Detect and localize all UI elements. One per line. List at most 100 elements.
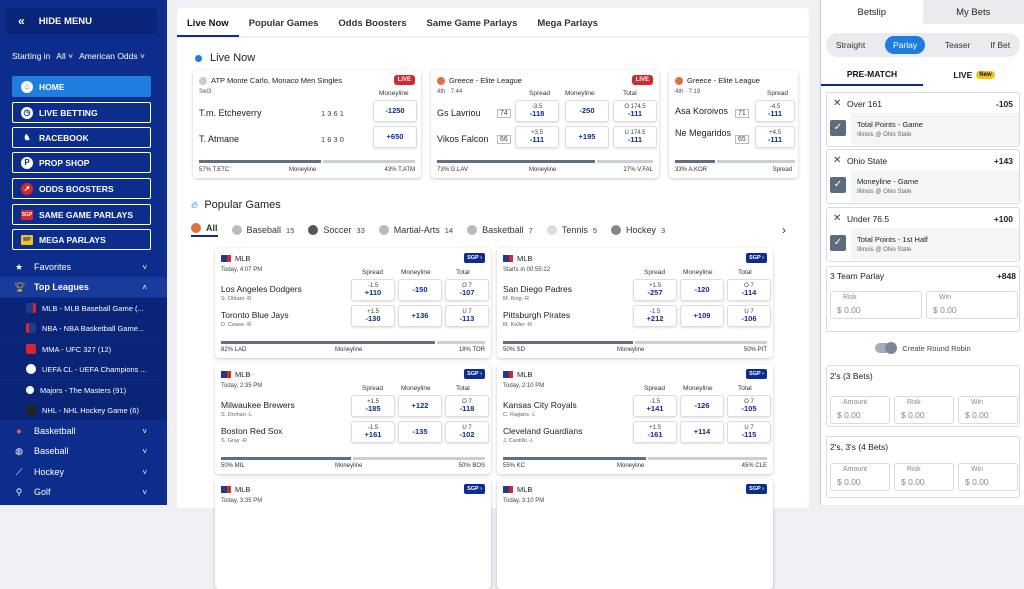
sgp-button[interactable]: SGP ›	[746, 369, 767, 379]
parlay-win-input[interactable]: Win$ 0.00	[926, 291, 1018, 319]
tab-odds-boosters[interactable]: Odds Boosters	[338, 8, 406, 37]
live-card-tennis[interactable]: ATP Monte Carlo, Monaco Men Singles Set3…	[193, 70, 421, 178]
spread-button[interactable]: +1.5-130	[351, 305, 395, 327]
game-card[interactable]: MLB SGP › Today, 3:35 PM	[215, 479, 491, 589]
nav-racebook[interactable]: ♞RACEBOOK	[12, 127, 151, 148]
type-straight[interactable]: Straight	[836, 40, 865, 50]
league-uefa[interactable]: UEFA CL - UEFA Champions ...	[0, 359, 167, 379]
game-card[interactable]: MLB SGP › Today, 3:10 PM	[497, 479, 773, 589]
risk-input[interactable]: Risk$ 0.00	[894, 396, 954, 424]
spread-button[interactable]: +1.5-161	[633, 421, 677, 443]
round-robin-toggle-row[interactable]: Create Round Robin	[821, 343, 1024, 353]
spread-button[interactable]: +1.5-185	[351, 395, 395, 417]
tab-betslip[interactable]: Betslip	[821, 0, 923, 24]
live-card-basketball-2[interactable]: Greece - Elite League 4th · 7:19 Spread …	[669, 70, 798, 178]
close-icon[interactable]: ✕	[833, 98, 841, 109]
odds-format-select[interactable]: American Odds ˅	[79, 51, 145, 61]
tab-pre-match[interactable]: PRE-MATCH	[821, 64, 923, 86]
close-icon[interactable]: ✕	[833, 155, 841, 166]
tab-live-now[interactable]: Live Now	[187, 8, 229, 37]
spread-button[interactable]: -4.5-111	[755, 100, 795, 122]
starting-in-select[interactable]: All ˅	[56, 51, 73, 61]
spread-button[interactable]: +1.5-257	[633, 279, 677, 301]
moneyline-button[interactable]: +136	[398, 305, 442, 327]
moneyline-button[interactable]: +195	[565, 126, 609, 148]
sport-tab-all[interactable]: All	[191, 223, 218, 237]
win-input[interactable]: Win$ 0.00	[958, 396, 1018, 424]
moneyline-button[interactable]: -150	[398, 279, 442, 301]
nav-home[interactable]: ⌂HOME	[12, 76, 151, 97]
moneyline-button[interactable]: -250	[565, 100, 609, 122]
hide-menu-button[interactable]: «HIDE MENU	[6, 8, 157, 34]
toggle-switch[interactable]	[875, 343, 897, 353]
sgp-button[interactable]: SGP ›	[746, 253, 767, 263]
nav-live-betting[interactable]: ◷LIVE BETTING	[12, 102, 151, 123]
moneyline-button[interactable]: +114	[680, 421, 724, 443]
sgp-button[interactable]: SGP ›	[746, 484, 767, 494]
moneyline-button[interactable]: -120	[680, 279, 724, 301]
sport-hockey[interactable]: ⟋Hockey˅	[0, 462, 167, 482]
checkbox-checked-icon[interactable]: ✓	[830, 120, 846, 136]
type-if-bet[interactable]: If Bet	[990, 40, 1010, 50]
spread-button[interactable]: -1.5+161	[351, 421, 395, 443]
total-button[interactable]: U 174.5-111	[613, 126, 657, 148]
moneyline-button[interactable]: +109	[680, 305, 724, 327]
tab-my-bets[interactable]: My Bets	[923, 0, 1024, 24]
spread-button[interactable]: -1.5+141	[633, 395, 677, 417]
tab-mega-parlays[interactable]: Mega Parlays	[537, 8, 598, 37]
win-input[interactable]: Win$ 0.00	[958, 463, 1018, 491]
spread-button[interactable]: -1.5+212	[633, 305, 677, 327]
sport-golf[interactable]: ⚲Golf˅	[0, 482, 167, 502]
total-button[interactable]: O 7-118	[445, 395, 489, 417]
league-masters[interactable]: Majors - The Masters (91)	[0, 380, 167, 400]
sport-basketball[interactable]: ●Basketball˅	[0, 421, 167, 441]
favorites-section[interactable]: ★Favorites˅	[0, 257, 167, 277]
checkbox-checked-icon[interactable]: ✓	[830, 235, 846, 251]
sgp-button[interactable]: SGP ›	[464, 484, 485, 494]
type-teaser[interactable]: Teaser	[945, 40, 971, 50]
league-nhl[interactable]: NHL - NHL Hockey Game (6)	[0, 400, 167, 420]
league-mma[interactable]: MMA - UFC 327 (12)	[0, 339, 167, 359]
tab-popular-games[interactable]: Popular Games	[249, 8, 319, 37]
league-nba[interactable]: NBA - NBA Basketball Game...	[0, 318, 167, 338]
close-icon[interactable]: ✕	[833, 213, 841, 224]
chevron-right-icon[interactable]: ›	[782, 223, 786, 237]
sgp-button[interactable]: SGP ›	[464, 369, 485, 379]
sport-baseball[interactable]: ◍Baseball˅	[0, 441, 167, 461]
odds-button[interactable]: -1250	[373, 100, 417, 122]
league-mlb[interactable]: MLB - MLB Baseball Game (...	[0, 298, 167, 318]
top-leagues-section[interactable]: 🏆︎Top Leagues˄	[0, 277, 167, 297]
total-button[interactable]: U 7-106	[727, 305, 771, 327]
tab-same-game-parlays[interactable]: Same Game Parlays	[427, 8, 518, 37]
checkbox-checked-icon[interactable]: ✓	[830, 177, 846, 193]
moneyline-button[interactable]: -135	[398, 421, 442, 443]
total-button[interactable]: U 7-102	[445, 421, 489, 443]
total-button[interactable]: O 7-114	[727, 279, 771, 301]
risk-input[interactable]: Risk$ 0.00	[894, 463, 954, 491]
spread-button[interactable]: +3.5-111	[515, 126, 559, 148]
total-button[interactable]: O 7-105	[727, 395, 771, 417]
moneyline-button[interactable]: +122	[398, 395, 442, 417]
amount-input[interactable]: Amount$ 0.00	[830, 463, 890, 491]
live-card-basketball[interactable]: Greece - Elite League 4th · 7:44 LIVE Sp…	[431, 70, 659, 178]
total-button[interactable]: O 7-107	[445, 279, 489, 301]
parlay-risk-input[interactable]: Risk$ 0.00	[830, 291, 922, 319]
sgp-button[interactable]: SGP ›	[464, 253, 485, 263]
type-parlay[interactable]: Parlay	[885, 36, 925, 54]
nav-odds-boosters[interactable]: ➚ODDS BOOSTERS	[12, 178, 151, 199]
total-button[interactable]: U 7-113	[445, 305, 489, 327]
